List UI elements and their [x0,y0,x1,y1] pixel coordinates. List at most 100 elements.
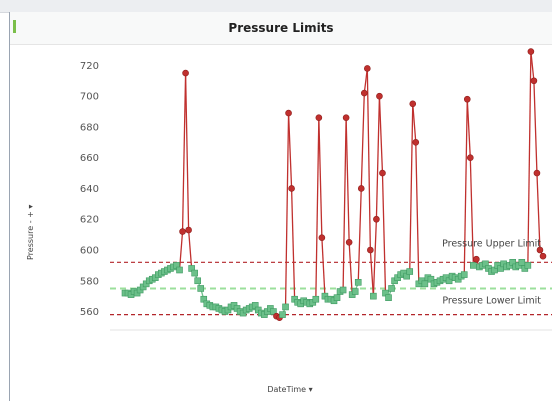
series-segment [530,51,535,81]
data-point-in-limit [421,280,429,288]
data-point-out-of-limit [473,255,480,263]
series-segment [466,99,471,158]
data-point-in-limit [518,259,526,266]
data-point-out-of-limit [467,154,474,161]
y-tick-label: 600 [80,246,99,257]
y-tick-label: 620 [80,215,99,226]
data-point-in-limit [339,286,347,294]
data-point-out-of-limit [364,65,371,72]
data-point-in-limit [385,294,392,301]
data-point-in-limit [279,311,286,318]
y-tick-label: 560 [80,307,99,318]
data-point-out-of-limit [288,185,295,192]
data-point-out-of-limit [539,252,547,260]
series-segment [284,113,290,307]
data-point-in-limit [354,279,362,286]
y-tick-label: 700 [80,92,99,103]
data-point-out-of-limit [360,89,368,97]
y-tick-label: 660 [80,153,99,164]
y-tick-label: 640 [80,184,99,195]
data-point-out-of-limit [185,226,192,234]
series-segment [315,117,320,300]
data-point-in-limit [406,268,414,275]
data-point-out-of-limit [345,239,353,246]
data-point-in-limit [191,269,198,277]
data-point-out-of-limit [409,100,417,108]
x-axis-dropdown-icon[interactable]: ▾ [308,385,313,394]
data-point-in-limit [524,262,532,269]
series-segment [318,117,323,238]
data-point-out-of-limit [527,48,535,55]
chart-title: Pressure Limits [228,21,334,35]
y-tick-label: 680 [80,122,99,133]
data-point-out-of-limit [530,77,538,85]
lower-limit-label: Pressure Lower Limit [442,296,541,307]
y-tick-label: 580 [80,276,99,287]
data-point-out-of-limit [342,114,350,121]
data-point-out-of-limit [367,246,374,254]
panel-left-border [9,12,10,401]
y-axis-label[interactable]: Pressure - + ▾ [26,204,35,260]
data-point-out-of-limit [179,228,186,235]
series-segment [181,73,187,232]
data-point-in-limit [270,308,277,315]
series-segment [375,96,381,220]
upper-limit-label: Pressure Upper Limit [442,238,541,249]
series-segment [184,73,190,231]
series-segment [381,173,387,294]
data-point-in-limit [470,262,477,269]
series-segment [533,80,538,174]
series-segment [345,117,350,243]
series-segment [357,188,362,283]
data-point-in-limit [351,288,359,295]
chart-panel [10,12,552,401]
data-point-out-of-limit [412,139,420,146]
series-segment [469,157,474,266]
data-point-out-of-limit [357,185,365,192]
panel-accent-marker [13,20,16,33]
series-segment [409,103,414,272]
data-point-in-limit [176,266,183,274]
series-segment [366,68,371,251]
data-point-out-of-limit [373,215,380,223]
series-segment [290,188,296,300]
data-point-in-limit [197,285,205,292]
data-point-out-of-limit [536,246,544,254]
data-point-out-of-limit [318,234,326,241]
data-point-in-limit [388,285,395,292]
data-point-out-of-limit [182,69,189,77]
data-point-in-limit [312,295,320,303]
series-segment [415,142,420,284]
series-segment [187,229,193,269]
series-segment [536,173,541,251]
series-segment [412,103,417,143]
series-segment [287,113,293,189]
data-point-in-limit [282,303,289,311]
series-segment [360,93,365,189]
data-point-in-limit [370,292,377,300]
data-point-out-of-limit [285,109,292,117]
y-axis-field-selector[interactable]: Pressure - + ▾ [20,160,40,270]
data-point-out-of-limit [376,92,383,100]
series-segment [463,99,468,275]
series-segment [178,231,184,271]
series-segment [348,242,353,295]
y-tick-label: 720 [80,61,99,72]
series-segment [378,96,384,174]
data-point-out-of-limit [463,95,471,103]
series-segment [372,219,378,297]
data-point-in-limit [460,271,468,278]
series-segment [527,51,532,266]
chart-title-bar [10,12,552,45]
series-segment [321,237,326,297]
data-point-out-of-limit [315,114,323,121]
data-point-out-of-limit [533,169,541,177]
data-point-in-limit [333,294,341,301]
x-axis-field-selector[interactable]: DateTime ▾ [230,385,350,394]
data-point-out-of-limit [379,169,386,177]
series-segment [342,117,347,291]
x-axis-label[interactable]: DateTime [267,385,307,394]
data-point-in-limit [194,277,201,285]
series-segment [369,249,375,297]
